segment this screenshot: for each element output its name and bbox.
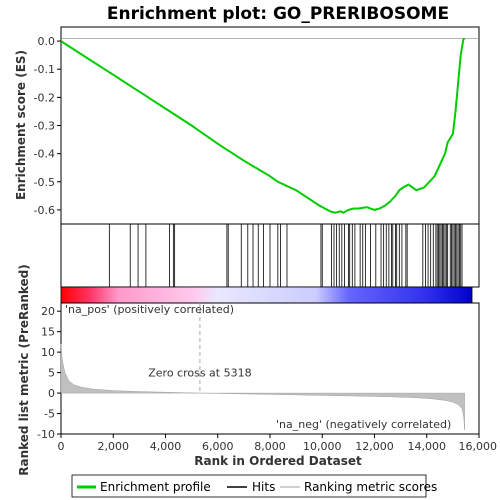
legend-item-ranking: Ranking metric scores xyxy=(280,480,437,494)
metric-axis-title: Ranked list metric (PreRanked) xyxy=(17,264,31,476)
es-y-tick-label: -0.1 xyxy=(34,63,55,76)
metric-y-tick-label: -10 xyxy=(37,428,55,441)
metric-panel-frame xyxy=(60,302,480,435)
es-y-tick-label: -0.2 xyxy=(34,91,55,104)
es-y-tick-label: -0.4 xyxy=(34,148,55,161)
x-tick-label: 2,000 xyxy=(98,440,130,453)
x-tick-label: 4,000 xyxy=(150,440,182,453)
ranking-metric-area xyxy=(60,343,465,430)
hit-markers xyxy=(108,224,463,287)
es-y-tick-label: -0.3 xyxy=(34,120,55,133)
metric-y-tick-label: 5 xyxy=(48,367,55,380)
metric-y-tick-label: -5 xyxy=(44,408,55,421)
x-tick-label: 0 xyxy=(58,440,65,453)
legend-label-hits: Hits xyxy=(252,480,275,494)
chart-title: Enrichment plot: GO_PRERIBOSOME xyxy=(107,4,449,24)
x-tick-label: 6,000 xyxy=(202,440,234,453)
metric-y-tick-label: 0 xyxy=(48,387,55,400)
metric-y-tick-label: 15 xyxy=(41,326,55,339)
x-axis: 0 2,000 4,000 6,000 8,000 10,000 12,000 14,000 1… xyxy=(58,434,498,453)
es-y-tick-label: -0.6 xyxy=(34,204,55,217)
x-axis-title: Rank in Ordered Dataset xyxy=(194,454,362,468)
legend-label-enrichment: Enrichment profile xyxy=(100,480,211,494)
enrichment-profile-line xyxy=(60,37,466,214)
metric-y-tick-label: 20 xyxy=(41,305,55,318)
legend-item-hits: Hits xyxy=(227,480,275,494)
es-y-axis: 0.0 -0.1 -0.2 -0.3 -0.4 -0.5 -0.6 xyxy=(34,35,61,217)
x-tick-label: 8,000 xyxy=(254,440,286,453)
x-tick-label: 16,000 xyxy=(459,440,498,453)
legend-label-ranking: Ranking metric scores xyxy=(304,480,437,494)
es-panel-frame xyxy=(60,26,480,225)
legend-box xyxy=(71,474,427,498)
x-tick-label: 14,000 xyxy=(408,440,447,453)
zero-cross-label: Zero cross at 5318 xyxy=(148,367,251,380)
metric-y-tick-label: 10 xyxy=(41,346,55,359)
es-axis-title: Enrichment score (ES) xyxy=(14,50,28,200)
es-y-tick-label: -0.5 xyxy=(34,176,55,189)
x-tick-label: 12,000 xyxy=(355,440,394,453)
es-y-tick-label: 0.0 xyxy=(38,35,56,48)
legend-item-enrichment: Enrichment profile xyxy=(77,480,211,494)
ranking-color-bar xyxy=(60,286,473,304)
negative-correlation-label: 'na_neg' (negatively correlated) xyxy=(276,418,451,431)
metric-y-axis: 20 15 10 5 0 -5 -10 xyxy=(37,305,61,441)
positive-correlation-label: 'na_pos' (positively correlated) xyxy=(65,303,234,316)
x-tick-label: 10,000 xyxy=(303,440,342,453)
